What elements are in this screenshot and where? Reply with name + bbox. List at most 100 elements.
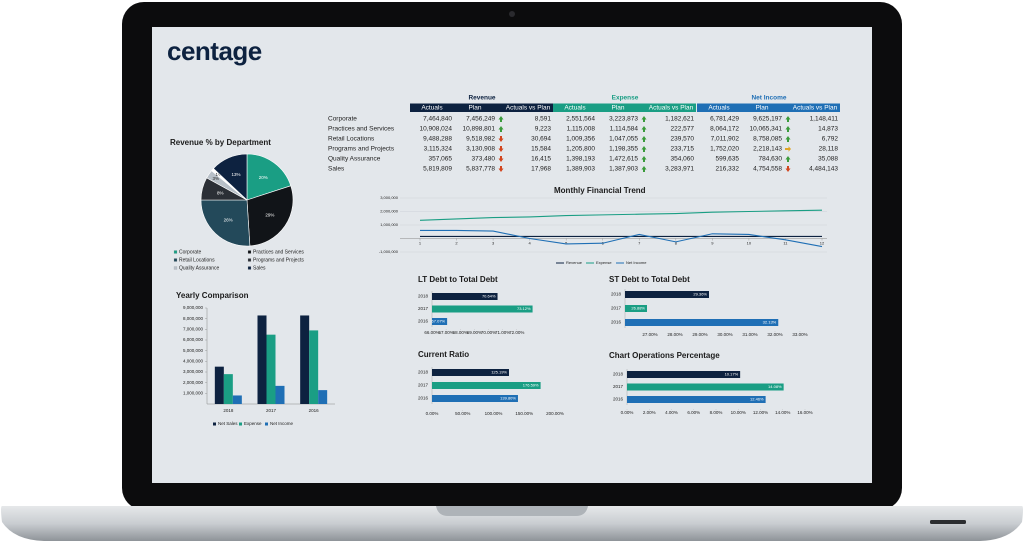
cell: 17,968 — [531, 166, 551, 173]
legend-label: Expense — [596, 260, 612, 265]
legend-swatch — [239, 422, 242, 426]
category-label: 2017 — [418, 306, 429, 311]
legend-label: Net Income — [270, 421, 294, 426]
x-tick-label: 5 — [565, 241, 568, 246]
laptop-base — [1, 506, 1023, 541]
y-tick-label: 6,000,000 — [183, 337, 204, 342]
cell: 599,635 — [716, 156, 740, 163]
cell: 216,332 — [716, 166, 740, 173]
cell: 9,223 — [535, 126, 552, 133]
y-tick-label: 3,000,000 — [380, 195, 399, 200]
x-tick-label: 32.00% — [767, 332, 782, 337]
column-header: Actuals vs Plan — [649, 105, 694, 112]
x-tick-label: 30.00% — [717, 332, 732, 337]
y-tick-label: 7,000,000 — [183, 327, 204, 332]
column-header: Actuals — [564, 105, 586, 112]
slice-label: 26% — [224, 217, 233, 222]
cell: 354,060 — [671, 156, 695, 163]
cell: 233,715 — [671, 146, 695, 153]
x-tick-label: 10 — [747, 241, 752, 246]
bar — [627, 371, 741, 378]
cell: 9,625,197 — [753, 116, 782, 123]
bar — [318, 390, 328, 404]
y-tick-label: 5,000,000 — [183, 348, 204, 353]
cell: 2,218,143 — [753, 146, 782, 153]
value-label: 176.59% — [523, 383, 539, 388]
trend-arrow — [785, 156, 791, 162]
chart-title: Chart Operations Percentage — [609, 351, 720, 360]
x-tick-label: 9 — [711, 241, 714, 246]
chart-title: Yearly Comparison — [176, 291, 249, 300]
cell: 35,088 — [818, 156, 838, 163]
bar — [625, 319, 779, 326]
column-header: Actuals — [421, 105, 443, 112]
trend-arrow — [498, 116, 504, 122]
slice-label: 13% — [232, 172, 241, 177]
trend-arrow — [785, 116, 791, 122]
x-tick-label: 100.00% — [485, 411, 503, 416]
chart-title: ST Debt to Total Debt — [609, 275, 690, 284]
category-label: 2016 — [418, 396, 429, 401]
legend-label: Corporate — [179, 249, 201, 255]
trend-arrow — [785, 146, 791, 152]
column-header: Plan — [755, 105, 768, 112]
bar — [625, 291, 709, 298]
value-label: 139.80% — [500, 396, 516, 401]
x-tick-label: 2 — [455, 241, 458, 246]
cell: 1,389,903 — [566, 166, 595, 173]
bar — [627, 383, 784, 391]
category-label: 2017 — [611, 306, 622, 311]
row-label: Quality Assurance — [328, 156, 381, 163]
value-label: 10.17% — [725, 372, 739, 377]
legend-swatch — [247, 250, 252, 254]
x-tick-label: 4.00% — [665, 410, 678, 415]
slice-label: 29% — [265, 213, 274, 218]
cell: 10,065,341 — [749, 126, 782, 133]
legend-swatch — [173, 266, 178, 270]
cell: 15,584 — [531, 146, 551, 153]
group-header: Net Income — [751, 95, 786, 102]
cell: 1,752,020 — [710, 146, 739, 153]
y-tick-label: 2,000,000 — [380, 209, 399, 214]
y-tick-label: 3,000,000 — [183, 369, 204, 374]
y-tick-label: 9,000,000 — [183, 305, 204, 310]
x-tick-label: 150.00% — [515, 411, 533, 416]
x-tick-label: 67.00% — [438, 330, 453, 335]
cell: 3,223,873 — [609, 116, 638, 123]
screen — [152, 27, 872, 483]
group-header: Expense — [612, 95, 639, 102]
cell: 8,591 — [535, 116, 552, 123]
chart-title: LT Debt to Total Debt — [418, 275, 498, 284]
bar — [432, 382, 541, 389]
chart-title: Monthly Financial Trend — [554, 186, 646, 195]
pie-slice — [213, 153, 248, 201]
cell: 5,819,809 — [423, 166, 452, 173]
cell: 30,694 — [531, 136, 551, 143]
category-label: 2018 — [418, 370, 429, 375]
cell: 3,130,908 — [466, 146, 495, 153]
legend-swatch — [247, 258, 252, 262]
cell: 1,047,055 — [609, 136, 638, 143]
slice-label: 8% — [217, 190, 224, 195]
y-tick-label: 2,000,000 — [183, 380, 204, 385]
value-label: 26.88% — [631, 306, 645, 311]
x-tick-label: 0.00% — [426, 411, 439, 416]
cell: 1,398,193 — [566, 156, 595, 163]
value-label: 32.13% — [763, 320, 777, 325]
category-label: 2016 — [611, 320, 622, 325]
legend-label: Net Sales — [218, 421, 238, 426]
slice-label: 1% — [215, 172, 222, 177]
value-label: 14.08% — [768, 384, 782, 389]
value-label: 125.19% — [491, 370, 507, 375]
column-header: Plan — [611, 105, 624, 112]
pie-slice — [246, 153, 292, 201]
trend-arrow — [498, 146, 504, 152]
x-tick-label: 27.00% — [642, 332, 657, 337]
group-header: Revenue — [468, 95, 495, 102]
bar — [432, 293, 498, 300]
cell: 6,792 — [822, 136, 839, 143]
x-tick-label: 3 — [492, 241, 495, 246]
cell: 28,118 — [819, 146, 839, 153]
cell: 1,198,355 — [609, 146, 638, 153]
